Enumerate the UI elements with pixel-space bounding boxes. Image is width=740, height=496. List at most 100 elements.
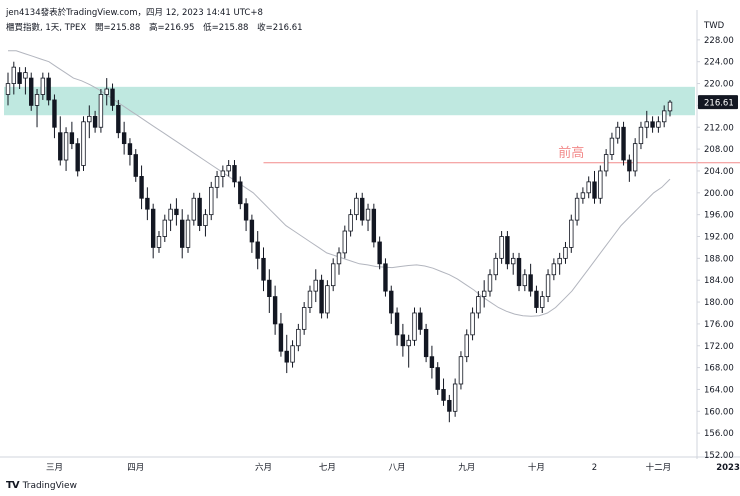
candle-body xyxy=(98,94,104,128)
candle-body xyxy=(470,312,475,336)
candle-body xyxy=(325,285,330,314)
candle-body xyxy=(17,72,22,84)
candle xyxy=(598,165,603,204)
candle xyxy=(249,214,255,253)
candle xyxy=(313,269,318,303)
x-tick-label: 十月 xyxy=(528,462,545,473)
candle-body xyxy=(342,230,348,254)
candle-body xyxy=(226,165,231,172)
candle-body xyxy=(354,197,359,216)
candle-body xyxy=(545,274,551,297)
candle xyxy=(557,252,562,275)
candle xyxy=(569,214,574,253)
candle xyxy=(574,192,580,226)
candle xyxy=(383,258,388,297)
candle-body xyxy=(46,77,51,101)
candle xyxy=(348,209,353,237)
candle xyxy=(452,378,458,417)
candle xyxy=(23,67,28,95)
candle-body xyxy=(360,197,365,221)
candle-body xyxy=(301,307,307,330)
candle-body xyxy=(87,115,92,123)
candle-body xyxy=(540,296,545,308)
candle-body xyxy=(528,274,533,292)
candle-body xyxy=(371,208,377,243)
candle xyxy=(17,67,22,90)
candle xyxy=(296,323,301,352)
candle xyxy=(116,99,121,139)
y-tick-label: 192.00 xyxy=(704,233,734,243)
candle xyxy=(615,121,620,144)
candle xyxy=(110,83,115,111)
candle xyxy=(580,187,586,204)
candle xyxy=(267,269,272,313)
candle-body xyxy=(203,214,208,226)
footer-brand: TV TradingView xyxy=(6,480,77,491)
candle xyxy=(563,241,568,264)
candle xyxy=(162,214,167,242)
candle-body xyxy=(284,350,289,363)
candle-body xyxy=(598,170,603,199)
candle-body xyxy=(174,208,179,216)
y-tick-label: 164.00 xyxy=(704,385,734,395)
candle-body xyxy=(452,383,458,412)
candle-body xyxy=(197,197,202,226)
x-tick-label: 四月 xyxy=(127,463,144,473)
y-tick-label: 172.00 xyxy=(704,342,734,352)
x-tick-label: 九月 xyxy=(458,463,475,473)
candle-body xyxy=(150,208,156,248)
candle xyxy=(301,302,307,335)
candle xyxy=(81,116,86,171)
candle-body xyxy=(75,143,80,172)
y-tick-label: 176.00 xyxy=(704,320,734,330)
candle-body xyxy=(243,203,249,221)
candle xyxy=(656,116,661,133)
candle xyxy=(464,329,469,363)
candle-body xyxy=(290,345,295,363)
currency-label: TWD xyxy=(703,21,725,31)
candle-body xyxy=(121,132,127,145)
candle-body xyxy=(365,208,371,221)
candle-body xyxy=(418,312,423,330)
candle-body xyxy=(267,279,272,297)
candle-body xyxy=(435,367,440,390)
candle-body xyxy=(621,126,626,161)
candle-body xyxy=(487,274,493,292)
candle-body xyxy=(348,214,353,232)
candle-body xyxy=(609,137,615,155)
y-tick-label: 196.00 xyxy=(704,211,734,221)
candle-body xyxy=(127,143,133,155)
candle-body xyxy=(191,197,197,221)
candle xyxy=(493,252,498,281)
y-tick-label: 184.00 xyxy=(704,276,734,286)
ohlc-close: 收=216.61 xyxy=(257,23,303,33)
tradingview-logo-icon: TV xyxy=(6,480,20,491)
candle xyxy=(476,291,481,319)
candle xyxy=(168,203,173,232)
candle-body xyxy=(69,132,75,145)
candle xyxy=(360,192,365,226)
y-tick-label: 168.00 xyxy=(704,364,734,374)
candle xyxy=(127,138,133,166)
candle-body xyxy=(569,219,574,248)
candle-body xyxy=(278,323,284,352)
candle-body xyxy=(156,236,162,248)
candle-body xyxy=(661,110,667,123)
publish-info: jen4134發表於TradingView.com，四月 12, 2023 14… xyxy=(6,8,263,18)
candle-body xyxy=(476,296,481,314)
candle xyxy=(354,192,359,221)
candle-body xyxy=(220,170,226,177)
candle-body xyxy=(5,83,11,95)
candle xyxy=(220,165,226,188)
candle xyxy=(307,285,313,313)
candle-body xyxy=(180,219,185,248)
candle xyxy=(58,116,63,166)
candle-body xyxy=(11,66,17,84)
candle xyxy=(325,280,330,319)
candle-body xyxy=(412,312,417,341)
candle-body xyxy=(458,356,464,385)
candle-body xyxy=(92,115,98,128)
candle xyxy=(632,138,638,177)
last-price-badge xyxy=(698,95,738,110)
